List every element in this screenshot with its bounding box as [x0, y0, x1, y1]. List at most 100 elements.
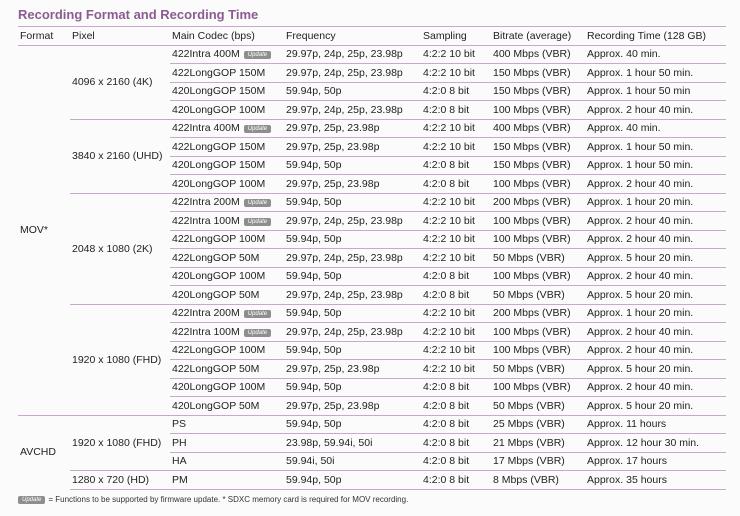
sampling-cell: 4:2:2 10 bit: [421, 118, 491, 138]
pixel-cell: 1920 x 1080 (FHD): [70, 414, 170, 471]
sampling-cell: 4:2:2 10 bit: [421, 340, 491, 360]
frequency-cell: 59.94p, 50p: [284, 377, 421, 397]
bitrate-cell: 100 Mbps (VBR): [491, 377, 585, 397]
bitrate-cell: 100 Mbps (VBR): [491, 266, 585, 286]
sampling-cell: 4:2:0 8 bit: [421, 266, 491, 286]
codec-cell: 422Intra 100M Update: [170, 211, 284, 230]
codec-text: 420LongGOP 100M: [172, 381, 266, 394]
codec-cell: 422LongGOP 100M: [170, 340, 284, 360]
codec-text: 422Intra 100M: [172, 214, 240, 227]
bitrate-cell: 21 Mbps (VBR): [491, 433, 585, 452]
codec-cell: 422LongGOP 50M: [170, 359, 284, 378]
codec-cell: 420LongGOP 100M: [170, 174, 284, 193]
recording-time-cell: Approx. 1 hour 50 min.: [585, 155, 726, 175]
frequency-cell: 23.98p, 59.94i, 50i: [284, 433, 421, 452]
update-badge: Update: [243, 217, 272, 226]
recording-time-cell: Approx. 40 min.: [585, 44, 726, 64]
codec-text: 420LongGOP 50M: [172, 399, 260, 412]
codec-cell: HA: [170, 451, 284, 471]
header-row: Format Pixel Main Codec (bps) Frequency …: [18, 26, 726, 46]
format-cell: MOV*: [18, 44, 70, 415]
codec-cell: PH: [170, 433, 284, 452]
bitrate-cell: 150 Mbps (VBR): [491, 137, 585, 156]
frequency-cell: 59.94i, 50i: [284, 451, 421, 471]
header-sampling: Sampling: [421, 26, 491, 46]
footnote: Update = Functions to be supported by fir…: [18, 495, 408, 504]
codec-cell: 420LongGOP 50M: [170, 285, 284, 304]
update-badge: Update: [243, 310, 272, 319]
format-cell: AVCHD: [18, 414, 70, 489]
codec-cell: PM: [170, 470, 284, 490]
recording-time-cell: Approx. 12 hour 30 min.: [585, 433, 726, 452]
sampling-cell: 4:2:0 8 bit: [421, 470, 491, 490]
table-row: 3840 x 2160 (UHD) 422Intra 400M Update 29.9…: [18, 118, 726, 193]
table-row: 420LongGOP 50M 29.97p, 24p, 25p, 23.98p 4:…: [18, 285, 726, 304]
sampling-cell: 4:2:2 10 bit: [421, 359, 491, 378]
pixel-cell: 3840 x 2160 (UHD): [70, 118, 170, 193]
table-row: 420LongGOP 100M 59.94p, 50p 4:2:0 8 bit 100…: [18, 266, 726, 286]
codec-text: 422LongGOP 100M: [172, 233, 266, 246]
frequency-cell: 59.94p, 50p: [284, 155, 421, 175]
frequency-cell: 29.97p, 24p, 25p, 23.98p: [284, 44, 421, 64]
recording-time-cell: Approx. 17 hours: [585, 451, 726, 471]
table-row: MOV* 4096 x 2160 (4K) 422Intra 400M Update 2…: [18, 44, 726, 415]
codec-text: 420LongGOP 100M: [172, 103, 266, 116]
codec-cell: 420LongGOP 100M: [170, 377, 284, 397]
pixel-cell: 4096 x 2160 (4K): [70, 44, 170, 119]
frequency-cell: 29.97p, 25p, 23.98p: [284, 174, 421, 193]
codec-text: 422Intra 400M: [172, 122, 240, 135]
codec-cell: 420LongGOP 150M: [170, 81, 284, 101]
bitrate-cell: 100 Mbps (VBR): [491, 100, 585, 119]
pixel-cell: 1280 x 720 (HD): [70, 470, 170, 490]
bitrate-cell: 25 Mbps (VBR): [491, 414, 585, 434]
bitrate-cell: 150 Mbps (VBR): [491, 81, 585, 101]
table-title: Recording Format and Recording Time: [18, 7, 259, 22]
frequency-cell: 29.97p, 25p, 23.98p: [284, 396, 421, 415]
bitrate-cell: 400 Mbps (VBR): [491, 44, 585, 64]
sampling-cell: 4:2:0 8 bit: [421, 100, 491, 119]
codec-cell: 422LongGOP 100M: [170, 229, 284, 249]
codec-cell: 422Intra 100M Update: [170, 322, 284, 341]
table-row: 420LongGOP 150M 59.94p, 50p 4:2:0 8 bit 150…: [18, 155, 726, 175]
pixel-cell: 2048 x 1080 (2K): [70, 192, 170, 304]
codec-text: 422Intra 400M: [172, 48, 240, 61]
table-row: 422Intra 100M Update 29.97p, 24p, 25p, 23.…: [18, 211, 726, 230]
recording-time-cell: Approx. 5 hour 20 min.: [585, 359, 726, 378]
frequency-cell: 59.94p, 50p: [284, 303, 421, 323]
sampling-cell: 4:2:2 10 bit: [421, 137, 491, 156]
pixel-cell: 1920 x 1080 (FHD): [70, 303, 170, 415]
frequency-cell: 29.97p, 24p, 25p, 23.98p: [284, 322, 421, 341]
recording-time-cell: Approx. 1 hour 50 min.: [585, 63, 726, 82]
frequency-cell: 59.94p, 50p: [284, 340, 421, 360]
frequency-cell: 59.94p, 50p: [284, 414, 421, 434]
frequency-cell: 29.97p, 25p, 23.98p: [284, 118, 421, 138]
recording-time-cell: Approx. 5 hour 20 min.: [585, 285, 726, 304]
bitrate-cell: 200 Mbps (VBR): [491, 192, 585, 212]
codec-text: 422Intra 200M: [172, 307, 240, 320]
codec-text: 420LongGOP 150M: [172, 159, 266, 172]
bitrate-cell: 150 Mbps (VBR): [491, 63, 585, 82]
bitrate-cell: 8 Mbps (VBR): [491, 470, 585, 490]
table-row: 420LongGOP 100M 29.97p, 24p, 25p, 23.98p 4…: [18, 100, 726, 119]
update-badge: Update: [243, 328, 272, 337]
table-row: 420LongGOP 100M 29.97p, 25p, 23.98p 4:2:0 …: [18, 174, 726, 193]
sampling-cell: 4:2:0 8 bit: [421, 451, 491, 471]
update-badge: Update: [243, 125, 272, 134]
table-row: 422LongGOP 50M 29.97p, 24p, 25p, 23.98p 4:…: [18, 248, 726, 267]
frequency-cell: 59.94p, 50p: [284, 470, 421, 490]
bitrate-cell: 150 Mbps (VBR): [491, 155, 585, 175]
codec-text: 422LongGOP 100M: [172, 344, 266, 357]
sampling-cell: 4:2:2 10 bit: [421, 63, 491, 82]
codec-text: 422LongGOP 150M: [172, 66, 266, 79]
bitrate-cell: 400 Mbps (VBR): [491, 118, 585, 138]
sampling-cell: 4:2:2 10 bit: [421, 211, 491, 230]
bitrate-cell: 50 Mbps (VBR): [491, 359, 585, 378]
table-row: HA 59.94i, 50i 4:2:0 8 bit 17 Mbps (VBR) App…: [18, 451, 726, 471]
recording-time-cell: Approx. 1 hour 50 min: [585, 81, 726, 101]
recording-time-cell: Approx. 2 hour 40 min.: [585, 229, 726, 249]
recording-time-cell: Approx. 1 hour 20 min.: [585, 303, 726, 323]
recording-time-cell: Approx. 2 hour 40 min.: [585, 174, 726, 193]
sampling-cell: 4:2:2 10 bit: [421, 248, 491, 267]
codec-text: 420LongGOP 100M: [172, 177, 266, 190]
footnote-text: = Functions to be supported by firmware …: [48, 495, 409, 504]
